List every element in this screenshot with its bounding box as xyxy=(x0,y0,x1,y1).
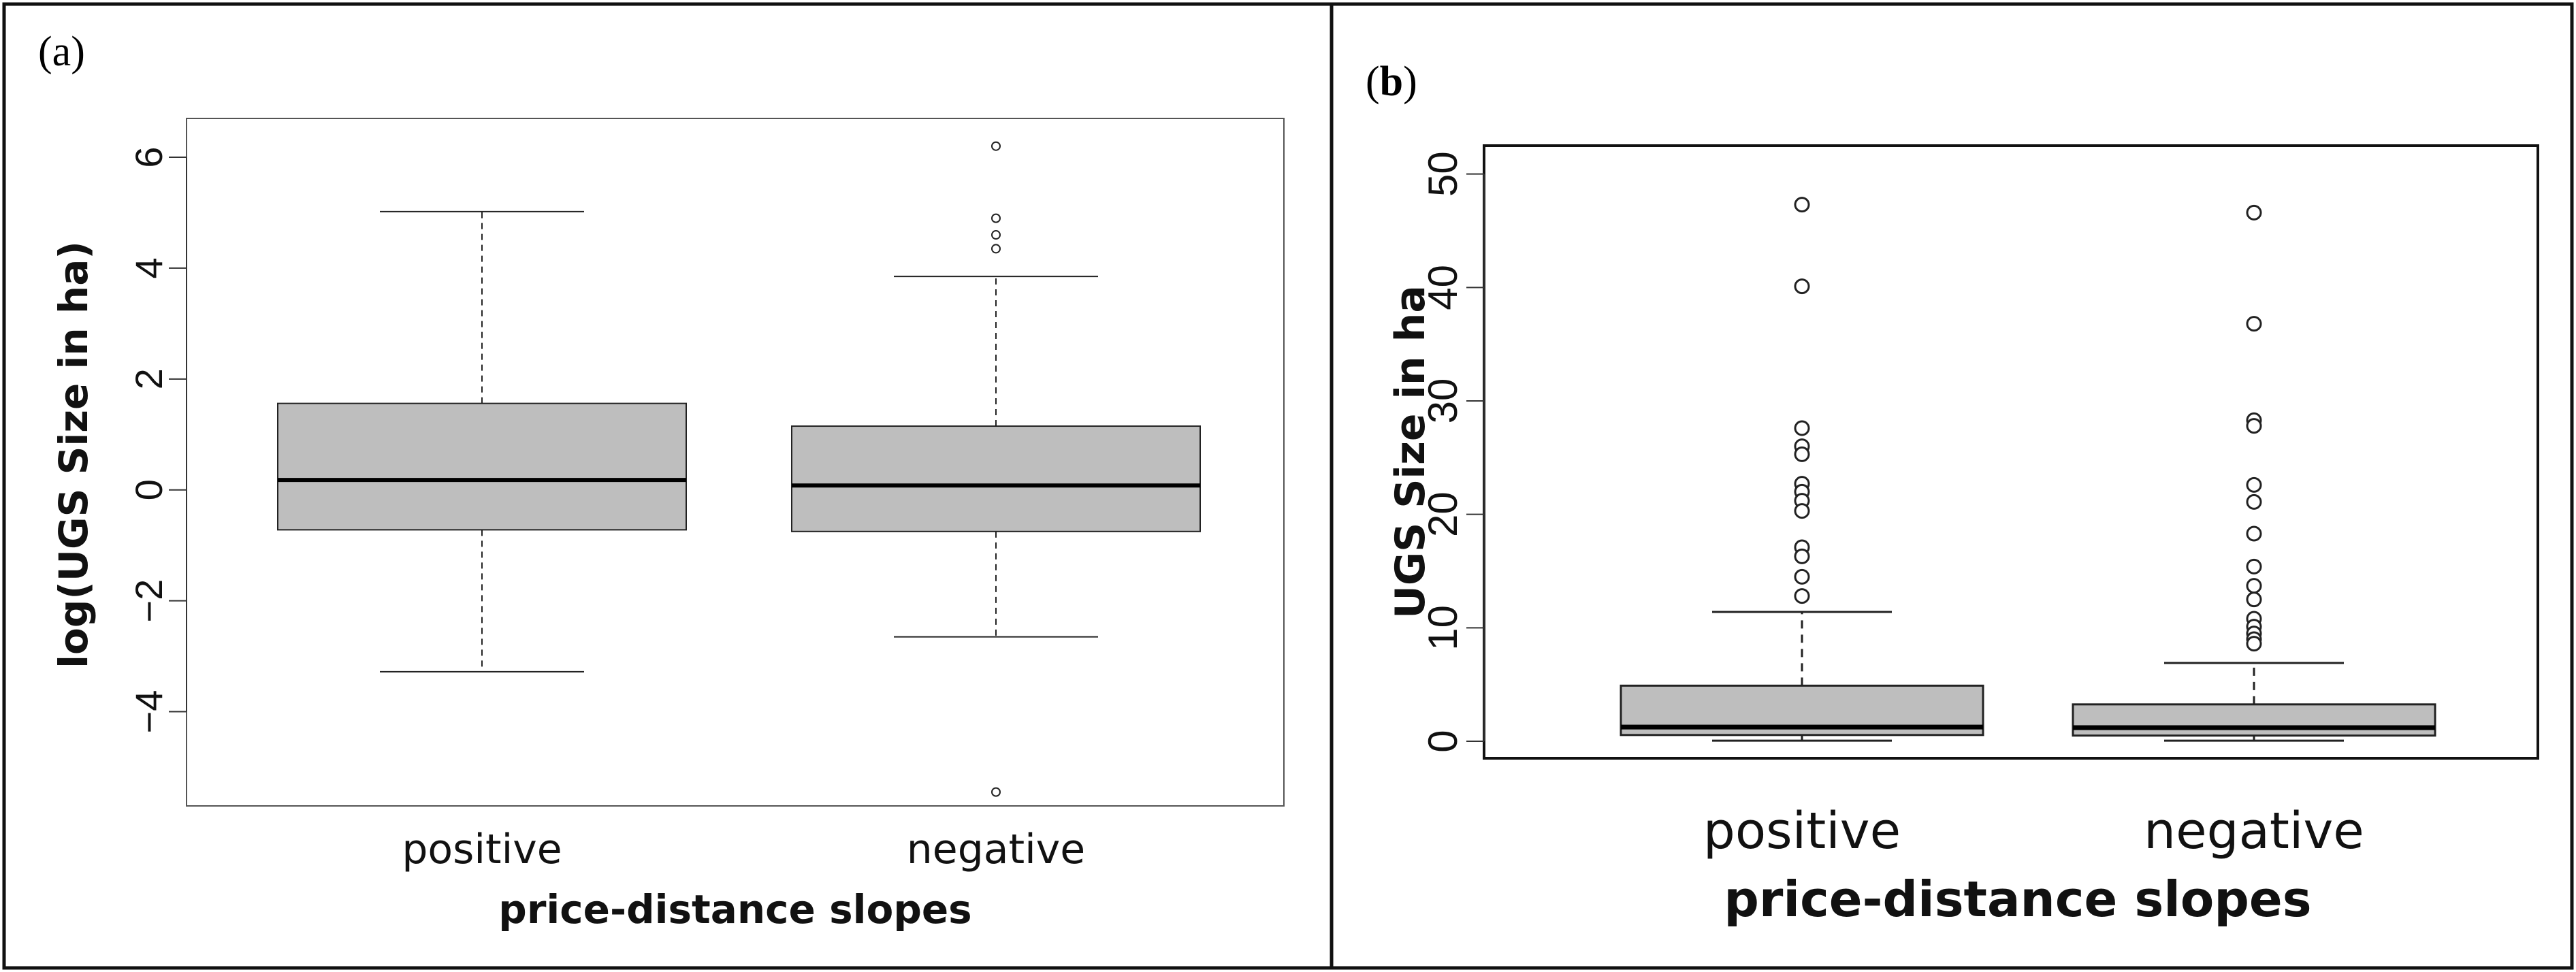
y-tick-label: 20 xyxy=(1420,491,1466,537)
box-negative xyxy=(791,425,1201,532)
outlier-negative xyxy=(2246,493,2262,510)
y-tick-label: 30 xyxy=(1420,378,1466,424)
chart-a-xlabel: price-distance slopes xyxy=(498,886,971,933)
y-tick-label: 0 xyxy=(1420,730,1466,752)
panel-b-frame xyxy=(1330,2,2574,970)
outlier-positive xyxy=(1794,446,1810,462)
panel-b-label: (b) xyxy=(1366,59,1417,105)
chart-a: −4 −2 0 2 4 6 log(UGS Size in ha) positive ne… xyxy=(50,118,1285,933)
y-tick-label: 4 xyxy=(127,257,170,278)
outlier-negative xyxy=(2246,558,2262,574)
box-negative xyxy=(2072,703,2436,737)
chart-b-ylabel: UGS Size in ha xyxy=(1387,285,1434,619)
outlier-negative xyxy=(2246,525,2262,542)
y-tick-label: 10 xyxy=(1420,605,1466,651)
outlier-positive xyxy=(1794,568,1810,585)
outlier-negative xyxy=(2246,418,2262,434)
chart-b: 0 10 20 30 40 50 UGS Size in ha positive nega… xyxy=(1387,144,2539,928)
y-tick-label: 40 xyxy=(1420,265,1466,310)
outlier-negative xyxy=(2246,316,2262,332)
outlier-negative xyxy=(2246,476,2262,493)
chart-b-marks xyxy=(1620,197,2436,742)
chart-b-y-axis: 0 10 20 30 40 50 xyxy=(1420,151,1485,753)
outlier-positive xyxy=(1794,548,1810,564)
y-tick-label: −2 xyxy=(127,579,170,623)
outlier-negative xyxy=(2246,578,2262,594)
chart-a-marks xyxy=(277,141,1201,797)
chart-a-y-axis: −4 −2 0 2 4 6 xyxy=(127,146,187,733)
outlier-positive xyxy=(1794,588,1810,604)
outlier-positive xyxy=(1794,278,1810,295)
outlier-negative xyxy=(2246,592,2262,608)
outlier-positive xyxy=(1794,420,1810,436)
chart-a-category-negative: negative xyxy=(907,826,1085,873)
chart-b-xlabel: price-distance slopes xyxy=(1724,871,2311,928)
y-tick-label: −4 xyxy=(127,690,170,734)
y-tick-label: 6 xyxy=(127,146,170,167)
outlier-negative xyxy=(991,141,1001,151)
chart-b-category-positive: positive xyxy=(1703,802,1901,860)
chart-a-category-positive: positive xyxy=(402,826,562,873)
outlier-negative xyxy=(2246,636,2262,652)
panel-a-label: (a) xyxy=(38,29,85,75)
chart-a-ylabel: log(UGS Size in ha) xyxy=(50,241,97,668)
outlier-negative xyxy=(2246,204,2262,221)
y-tick-label: 0 xyxy=(127,479,170,500)
outlier-negative xyxy=(991,213,1001,223)
outlier-positive xyxy=(1794,197,1810,213)
chart-b-plot-area xyxy=(1483,144,2539,760)
outlier-negative xyxy=(991,230,1001,240)
outlier-positive xyxy=(1794,503,1810,519)
outlier-negative xyxy=(991,787,1001,797)
box-positive xyxy=(277,402,687,531)
chart-b-category-negative: negative xyxy=(2144,802,2364,860)
y-tick-label: 2 xyxy=(127,368,170,389)
outlier-negative xyxy=(991,244,1001,254)
y-tick-label: 50 xyxy=(1420,151,1466,197)
